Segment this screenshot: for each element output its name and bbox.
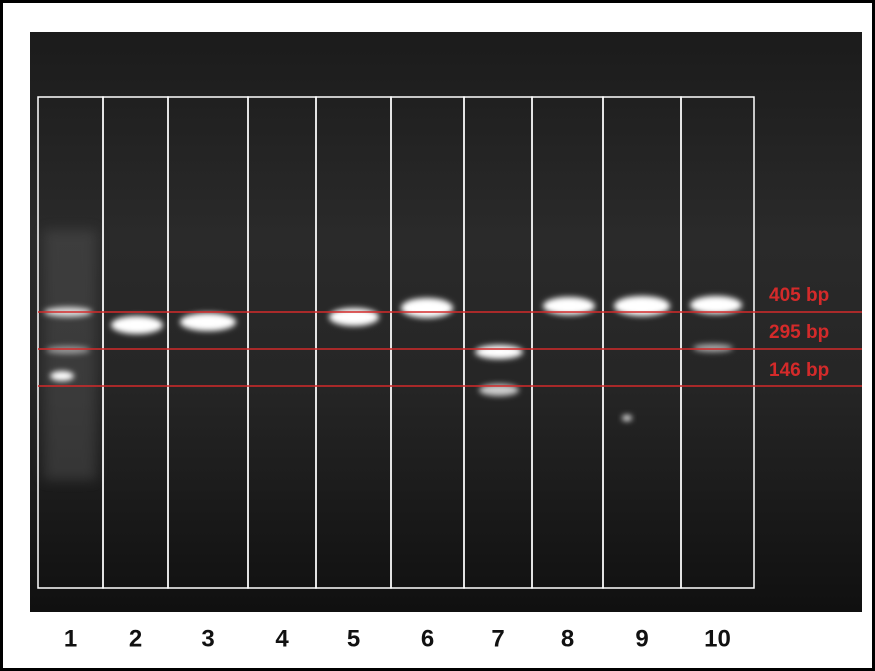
lane-number: 7 <box>491 625 504 652</box>
lane-number: 8 <box>561 625 574 652</box>
lane-number: 5 <box>347 625 360 652</box>
marker-label: 146 bp <box>769 360 829 381</box>
lane-number: 6 <box>421 625 434 652</box>
band <box>543 297 595 315</box>
marker-label: 295 bp <box>769 322 829 343</box>
ladder-smear <box>44 230 96 480</box>
lane-number: 3 <box>201 625 214 652</box>
lane-number: 10 <box>704 625 731 652</box>
band <box>329 308 379 326</box>
marker-label: 405 bp <box>769 285 829 306</box>
band <box>693 344 733 352</box>
band <box>479 384 519 396</box>
labels: 1 2 3 4 5 6 7 8 9 10 405 bp 295 bp 146 bp <box>64 285 829 652</box>
lane-number: 4 <box>275 625 289 652</box>
speck <box>622 415 632 421</box>
band <box>111 316 163 334</box>
band <box>614 296 670 316</box>
lane-boxes <box>37 96 755 589</box>
band <box>46 346 90 354</box>
marker-lines <box>38 311 862 387</box>
band <box>690 296 742 314</box>
band <box>50 371 74 381</box>
band <box>475 345 523 359</box>
band <box>401 298 453 318</box>
lane-number: 2 <box>129 625 142 652</box>
lane-number: 1 <box>64 625 77 652</box>
band <box>180 313 236 331</box>
lane-number: 9 <box>635 625 648 652</box>
lane-box <box>680 96 755 589</box>
